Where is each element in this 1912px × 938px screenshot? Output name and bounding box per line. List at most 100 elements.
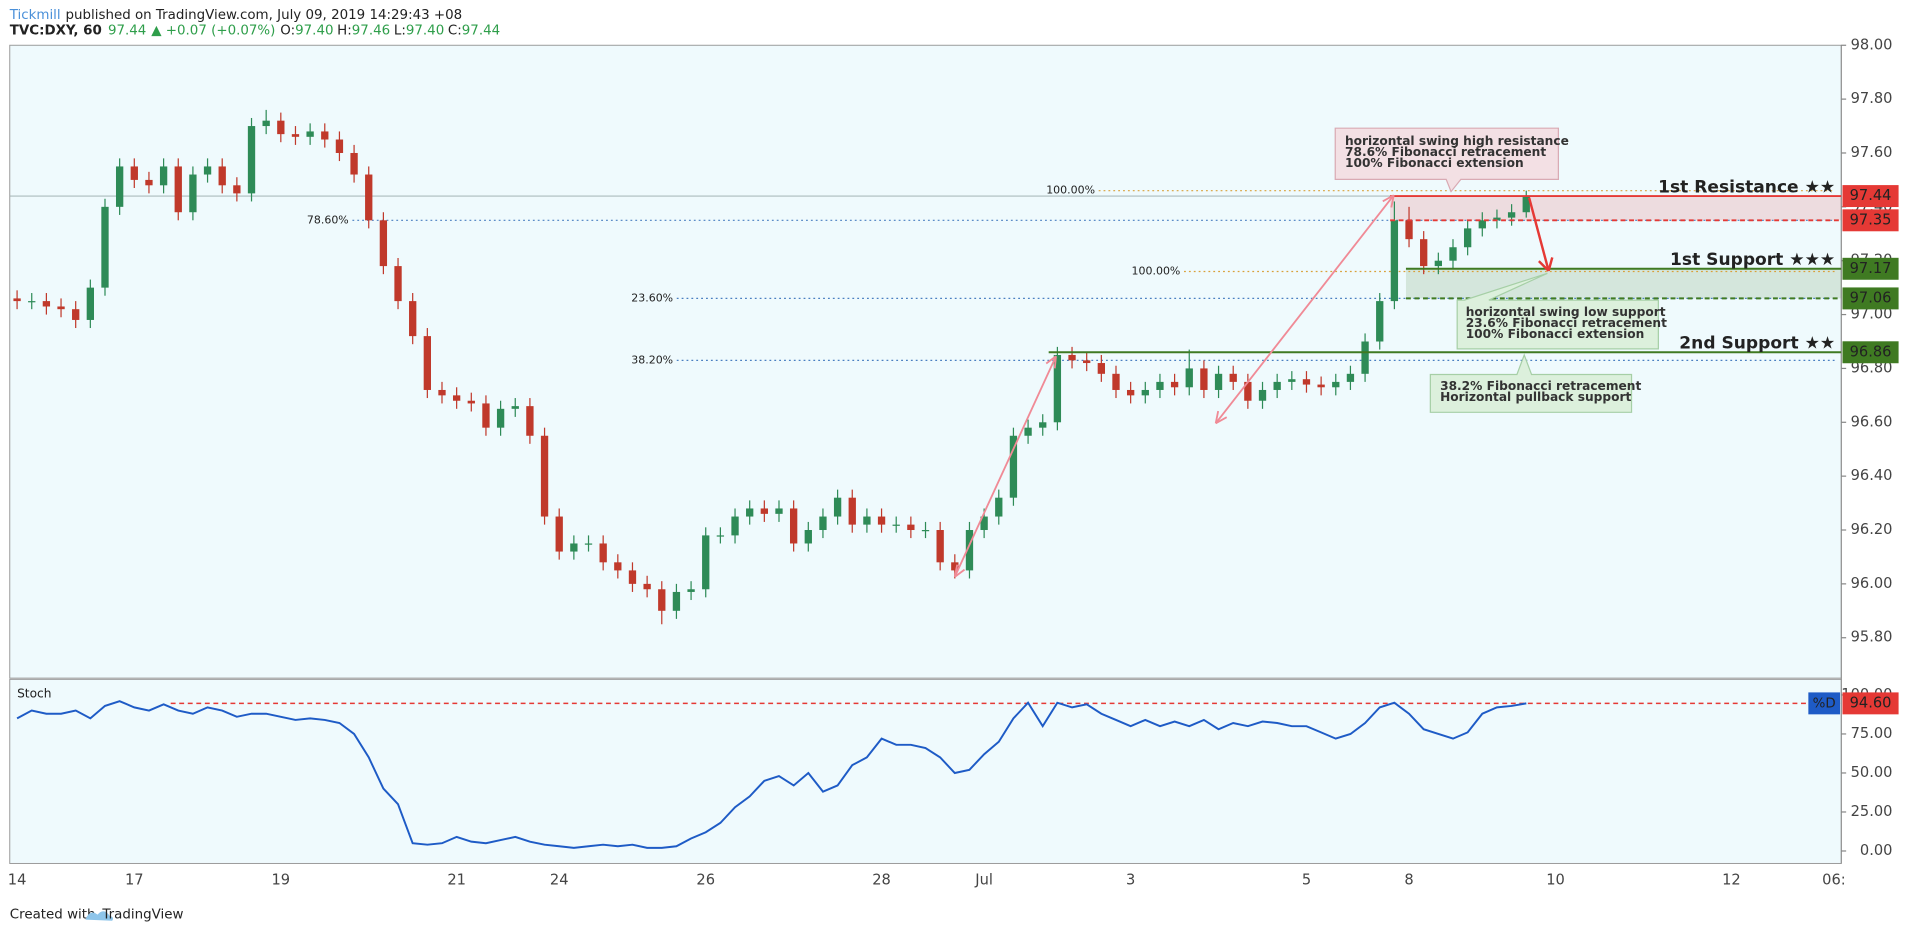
arrows xyxy=(953,194,1554,578)
level-label: 1st Resistance ★★ xyxy=(1658,178,1835,198)
x-tick-label: Jul xyxy=(974,872,993,889)
candle-body xyxy=(760,508,768,514)
candle-body xyxy=(1112,373,1120,390)
callout-text: 100% Fibonacci extension xyxy=(1466,327,1645,341)
candle-body xyxy=(350,152,358,175)
x-tick-label: 17 xyxy=(125,872,144,889)
candle-body xyxy=(145,179,153,186)
candle-body xyxy=(570,543,578,552)
candle-body xyxy=(1361,341,1369,374)
published: published on TradingView.com, July 09, 2… xyxy=(66,8,463,23)
candle-body xyxy=(1141,389,1149,396)
x-tick-label: 21 xyxy=(447,872,466,889)
candle-body xyxy=(28,301,36,303)
stoch-tick-label: 75.00 xyxy=(1851,725,1893,742)
candle-body xyxy=(159,166,168,186)
callout-text: horizontal swing low support xyxy=(1466,305,1666,319)
header-line1: Tickmill published on TradingView.com, Ju… xyxy=(9,8,462,23)
candle-body xyxy=(1083,360,1091,364)
stoch-title: Stoch xyxy=(17,686,51,700)
candle-body xyxy=(1302,379,1311,385)
stoch-tick-label: 0.00 xyxy=(1860,842,1893,859)
stoch-pane xyxy=(9,678,1842,864)
candle-body xyxy=(599,543,607,563)
price-tag-label: 97.17 xyxy=(1850,260,1892,277)
candle-body xyxy=(921,530,930,532)
stoch-value-tag xyxy=(1842,692,1899,715)
fib-label: 78.60% xyxy=(307,213,349,226)
candle-body xyxy=(189,174,197,213)
candle-body xyxy=(643,583,651,590)
candle-body xyxy=(936,530,944,563)
candle-body xyxy=(628,570,637,584)
y-tick-label: 97.60 xyxy=(1851,144,1893,161)
candle-body xyxy=(1039,422,1047,428)
candle-body xyxy=(614,562,622,571)
price-tag-label: 97.44 xyxy=(1850,187,1892,204)
ohlc-label: O: xyxy=(280,24,295,39)
candle-body xyxy=(218,166,226,186)
x-tick-label: 14 xyxy=(8,872,27,889)
x-tick-label: 5 xyxy=(1302,872,1311,889)
x-tick-label: 8 xyxy=(1404,872,1413,889)
candle-body xyxy=(1405,220,1413,240)
candle-body xyxy=(540,435,549,517)
candle-body xyxy=(731,516,739,536)
candle-body xyxy=(1522,196,1530,213)
callout-box xyxy=(1334,127,1559,193)
candle-body xyxy=(1346,373,1355,382)
candle-body xyxy=(555,516,563,552)
candle-body xyxy=(877,516,886,525)
candle-body xyxy=(965,530,974,571)
candle-body xyxy=(262,120,270,127)
callout-box xyxy=(1456,272,1659,350)
candle-body xyxy=(379,220,388,267)
price-tag xyxy=(1842,257,1899,280)
forecast-arrow xyxy=(1527,197,1550,272)
candle-body xyxy=(1288,379,1296,382)
fib-label: 23.60% xyxy=(631,291,673,304)
candle-body xyxy=(995,497,1003,517)
candle-body xyxy=(203,166,212,175)
stoch-legend: %D xyxy=(1813,696,1836,711)
footer-logo xyxy=(85,911,113,921)
candle-body xyxy=(658,589,666,611)
price-tag xyxy=(1842,341,1899,364)
symbol: TVC:DXY, 60 xyxy=(10,24,102,39)
last: 97.44 xyxy=(108,24,146,39)
ohlc-value: 97.40 xyxy=(295,24,333,39)
price-tag-label: 96.86 xyxy=(1850,343,1892,360)
arrow-head xyxy=(1214,194,1395,425)
callout-text: 38.2% Fibonacci retracement xyxy=(1440,379,1641,393)
candle-body xyxy=(1068,354,1076,361)
x-tick-label: 24 xyxy=(550,872,569,889)
candle-body xyxy=(321,131,329,140)
candle-body xyxy=(452,395,461,401)
candle-body xyxy=(951,562,959,571)
y-tick-label: 96.00 xyxy=(1851,575,1893,592)
candle-body xyxy=(1478,220,1486,229)
callout-text: horizontal swing high resistance xyxy=(1345,134,1569,148)
candle-body xyxy=(584,543,593,545)
candle-body xyxy=(1244,381,1252,401)
x-tick-label: 10 xyxy=(1546,872,1565,889)
arrow-head xyxy=(1538,257,1554,272)
x-tick-label: 12 xyxy=(1722,872,1741,889)
candle-body xyxy=(115,166,124,207)
candle-body xyxy=(848,497,856,525)
x-tick-label: 06: xyxy=(1822,872,1846,889)
candle-body xyxy=(1126,389,1135,396)
stoch-tick-label: 50.00 xyxy=(1851,764,1893,781)
candle-body xyxy=(409,301,417,337)
candle-body xyxy=(526,406,534,436)
arrow-head xyxy=(953,564,966,578)
candle-body xyxy=(746,508,754,517)
zones xyxy=(1390,196,1842,299)
level-label: 2nd Support ★★ xyxy=(1679,334,1835,354)
candle-body xyxy=(72,309,80,320)
candle-body xyxy=(423,336,431,390)
candle-body xyxy=(1170,381,1179,388)
price-tag xyxy=(1842,209,1899,232)
candle-body xyxy=(833,497,842,517)
x-tick-label: 3 xyxy=(1126,872,1135,889)
